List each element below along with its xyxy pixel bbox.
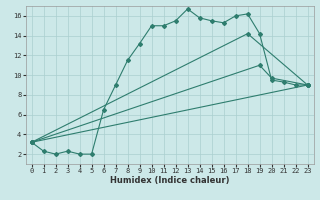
X-axis label: Humidex (Indice chaleur): Humidex (Indice chaleur): [110, 176, 229, 185]
